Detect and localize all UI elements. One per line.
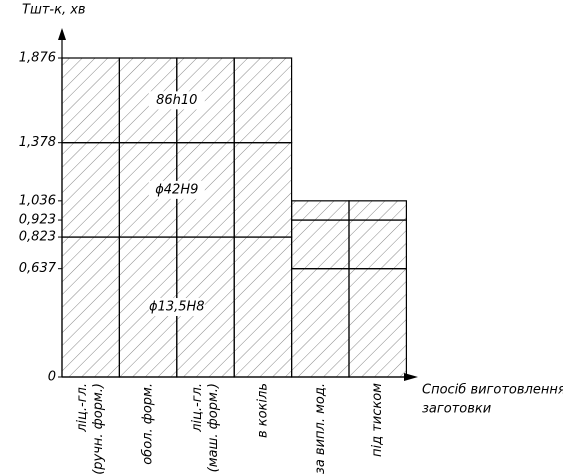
x-tick-label: в кокіль: [255, 383, 270, 438]
x-tick-label: (ручн. форм.): [91, 383, 106, 474]
label-bg: [148, 180, 205, 199]
bar-segment: [61, 236, 121, 378]
y-tick-label: 0,923: [19, 213, 56, 228]
bar-segment: [233, 236, 293, 378]
y-tick-label: 0,637: [19, 261, 57, 276]
bar-segment: [348, 268, 408, 378]
label-bg: [148, 91, 205, 110]
y-tick-label: 1,036: [19, 193, 56, 208]
x-tick-label: (маш. форм.): [206, 383, 221, 472]
bar-segment: [348, 219, 408, 270]
y-tick-label: 1,378: [19, 135, 56, 150]
series-label: ϕ42Н9: [155, 182, 198, 197]
bar-segment: [291, 219, 350, 270]
y-tick-label: 0,823: [19, 230, 56, 245]
x-tick-label: обол. форм.: [141, 383, 156, 465]
bar-segment: [348, 200, 408, 221]
bar-segment: [233, 142, 293, 238]
label-bg: [148, 298, 205, 317]
series-label: ϕ13,5Н8: [149, 300, 205, 315]
x-axis-label: заготовки: [422, 402, 491, 417]
x-tick-label: ліц.-гл.: [75, 383, 90, 433]
bar-segment: [233, 57, 293, 144]
bar-segment: [291, 200, 350, 221]
bar-segment: [61, 57, 121, 144]
y-tick-label: 0: [48, 370, 56, 385]
x-tick-label: під тиском: [370, 383, 385, 457]
y-tick-label: 1,876: [19, 51, 56, 66]
x-tick-label: ліц.-гл.: [190, 383, 205, 433]
x-tick-label: за випл. мод.: [313, 383, 328, 474]
x-arrow: [404, 373, 418, 381]
series-label: 86h10: [156, 93, 197, 108]
y-arrow: [58, 28, 66, 40]
bar-segment: [61, 142, 121, 238]
x-axis-label: Спосіб виготовлення: [422, 383, 563, 398]
bar-segment: [291, 268, 350, 378]
y-axis-label: Tшт-к, хв: [22, 3, 86, 18]
